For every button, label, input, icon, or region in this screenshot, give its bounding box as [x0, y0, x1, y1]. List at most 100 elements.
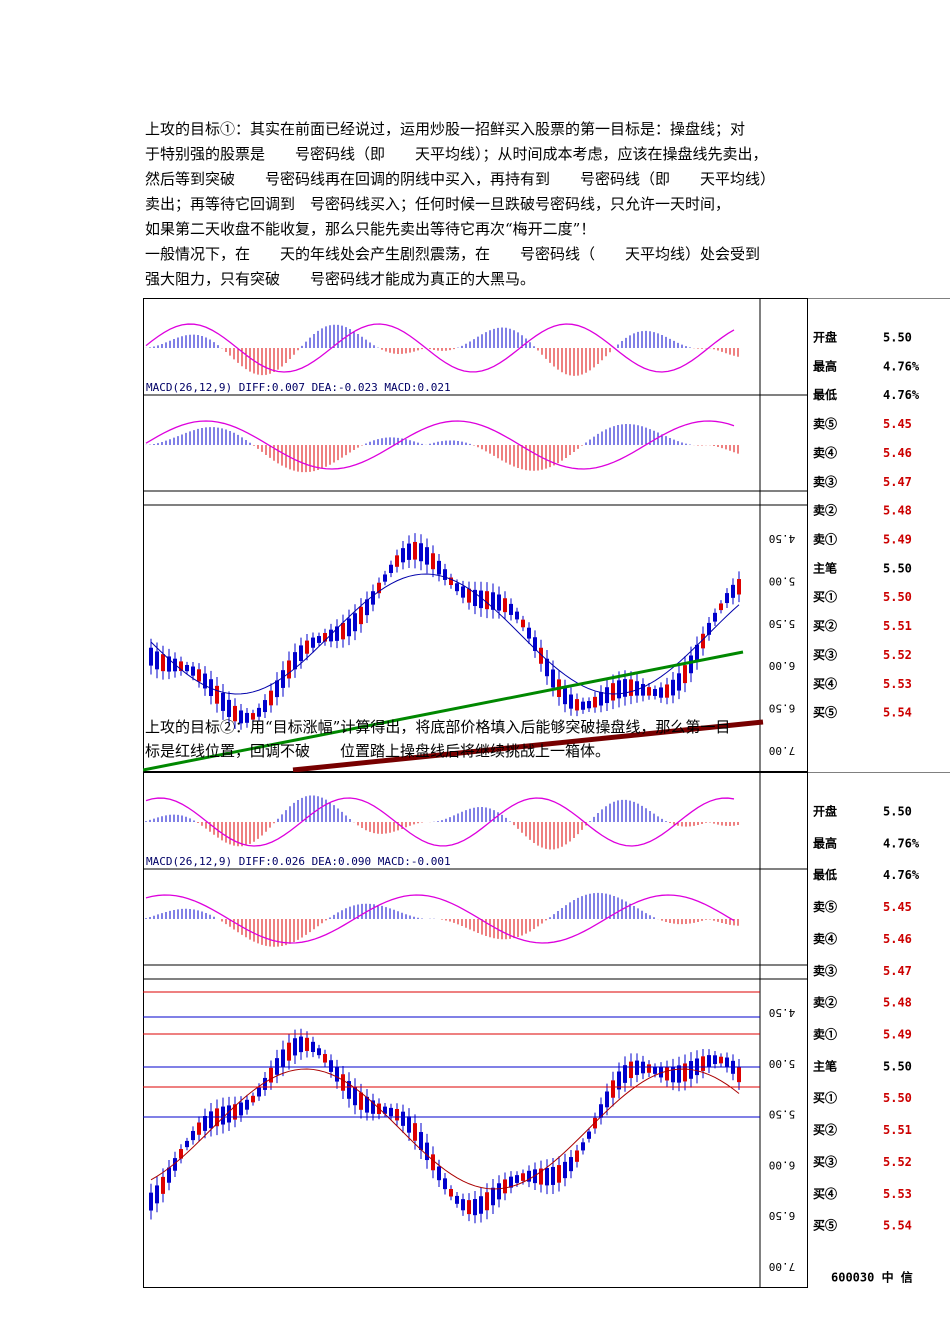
candle-body	[419, 1132, 423, 1151]
candle-body	[245, 712, 249, 723]
candle-body	[203, 1116, 207, 1131]
candle-body	[569, 694, 573, 709]
candle-body	[317, 636, 321, 643]
candle-body	[635, 1060, 639, 1075]
ma-line	[150, 1068, 740, 1190]
candle-body	[605, 687, 609, 704]
candle-body	[575, 1150, 579, 1162]
candle-body	[659, 687, 663, 698]
side-value: 5.49	[883, 533, 912, 547]
candle-body	[701, 633, 705, 649]
side-label: 买①	[813, 589, 837, 604]
price-label: 5.00	[769, 574, 796, 587]
candle-body	[389, 564, 393, 573]
candle-body	[467, 588, 471, 603]
candle-body	[611, 1080, 615, 1098]
candle-body	[725, 1057, 729, 1068]
candle-body	[239, 710, 243, 724]
candle-body	[281, 1049, 285, 1068]
candle-body	[569, 1157, 573, 1172]
side-value: 4.76%	[883, 868, 920, 882]
price-label: 7.00	[769, 744, 796, 757]
candle-body	[713, 612, 717, 622]
side-value: 5.54	[883, 706, 912, 720]
candle-body	[509, 1176, 513, 1188]
candle-body	[683, 1063, 687, 1082]
price-label: 5.50	[769, 617, 796, 630]
candle-body	[263, 700, 267, 713]
candle-body	[251, 1095, 255, 1103]
candle-body	[353, 1087, 357, 1106]
side-value: 5.50	[883, 331, 912, 345]
side-label: 最高	[813, 835, 837, 850]
side-label: 最低	[813, 387, 837, 402]
candle-body	[179, 661, 183, 671]
candle-body	[185, 664, 189, 672]
candle-body	[401, 1111, 405, 1126]
candle-body	[623, 679, 627, 697]
candle-body	[665, 684, 669, 698]
footer-code: 600030 中 信	[831, 1270, 913, 1285]
candle-body	[473, 1199, 477, 1216]
text-line: 上攻的目标①：其实在前面已经说过，运用炒股一招鲜买入股票的第一目标是：操盘线；对	[145, 120, 746, 138]
candle-body	[449, 1189, 453, 1197]
candle-body	[347, 1081, 351, 1099]
candle-body	[311, 1041, 315, 1053]
candle-body	[269, 690, 273, 706]
candle-body	[461, 1199, 465, 1211]
candle-body	[707, 1055, 711, 1068]
side-value: 5.45	[883, 900, 912, 914]
side-value: 5.50	[883, 1059, 912, 1073]
candle-body	[197, 669, 201, 682]
macd-line	[145, 323, 735, 373]
candle-body	[539, 1168, 543, 1185]
stock-chart: MACD(26,12,9) DIFF:0.007 DEA:-0.023 MACD…	[143, 298, 950, 772]
side-value: 5.47	[883, 475, 912, 489]
side-value: 5.48	[883, 996, 912, 1010]
candle-body	[239, 1102, 243, 1116]
candle-body	[455, 583, 459, 592]
candle-body	[227, 1105, 231, 1123]
candle-body	[713, 1055, 717, 1065]
side-value: 5.46	[883, 446, 912, 460]
candle-body	[473, 589, 477, 607]
candle-body	[395, 555, 399, 567]
side-label: 买④	[813, 1186, 837, 1201]
side-value: 5.53	[883, 1187, 912, 1201]
candle-body	[695, 644, 699, 662]
candle-body	[725, 593, 729, 604]
candle-body	[509, 603, 513, 615]
price-label: 6.00	[769, 1158, 796, 1171]
side-label: 卖⑤	[813, 416, 837, 431]
candle-body	[257, 1087, 261, 1097]
side-label: 卖③	[813, 474, 837, 489]
candle-body	[269, 1067, 273, 1083]
candle-body	[437, 1166, 441, 1181]
side-value: 4.76%	[883, 359, 920, 373]
candle-body	[377, 582, 381, 594]
price-label: 6.50	[769, 702, 796, 715]
candle-body	[581, 1142, 585, 1151]
candle-body	[341, 1074, 345, 1091]
side-label: 卖②	[813, 503, 837, 518]
price-label: 4.50	[769, 532, 796, 545]
side-label: 买①	[813, 1090, 837, 1105]
candle-body	[737, 1066, 741, 1083]
side-label: 最高	[813, 358, 837, 373]
side-label: 买②	[813, 618, 837, 633]
candle-body	[497, 1183, 501, 1200]
candle-body	[515, 1175, 519, 1183]
candle-body	[353, 613, 357, 632]
stock-chart: MACD(26,12,9) DIFF:0.026 DEA:0.090 MACD:…	[143, 772, 950, 1288]
candle-body	[623, 1065, 627, 1083]
candle-body	[407, 543, 411, 560]
candle-body	[431, 1154, 435, 1171]
candle-body	[335, 1067, 339, 1082]
candle-body	[431, 553, 435, 570]
candle-body	[197, 1122, 201, 1135]
candle-body	[539, 647, 543, 664]
candle-body	[251, 713, 255, 720]
candle-body	[323, 633, 327, 642]
candle-body	[665, 1067, 669, 1081]
candle-body	[233, 1104, 237, 1120]
